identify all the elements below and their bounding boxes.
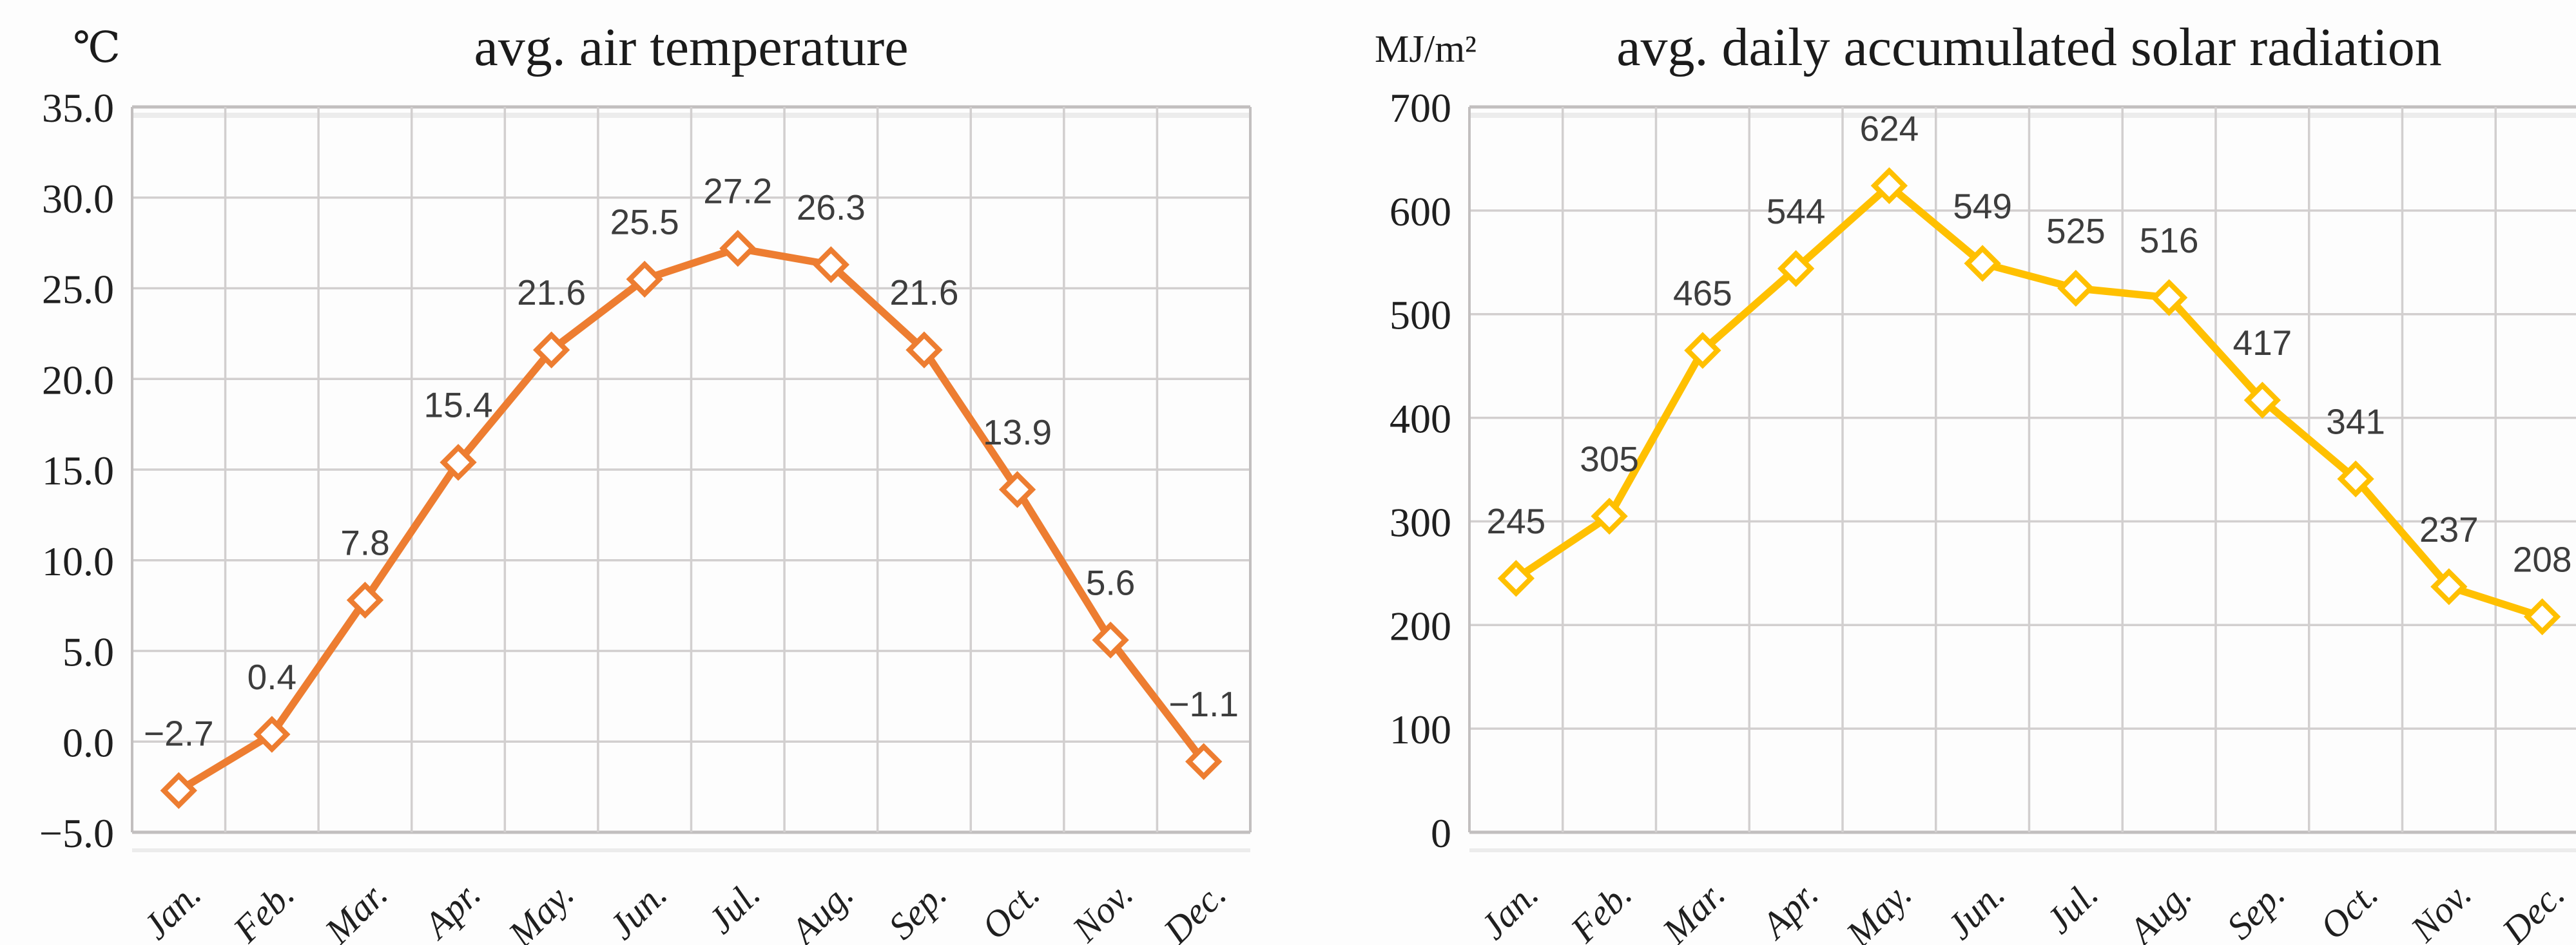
data-point-label: −1.1	[1168, 684, 1239, 724]
data-point-marker	[2430, 568, 2468, 606]
radiation-chart-panel: MJ/m² avg. daily accumulated solar radia…	[1314, 10, 2576, 945]
data-point-label: 21.6	[889, 272, 958, 312]
temperature-chart-title: avg. air temperature	[474, 17, 909, 77]
data-point-marker	[1684, 332, 1721, 369]
series-line	[1512, 182, 2546, 621]
y-tick-label: 200	[1390, 603, 1451, 649]
data-point-marker	[1185, 743, 1223, 780]
x-tick-label: Sep.	[2218, 873, 2292, 945]
x-tick-label: Jun.	[1939, 873, 2013, 945]
x-tick-label: Feb.	[1562, 873, 1640, 945]
x-tick-label: May.	[499, 873, 582, 945]
data-point-label: 237	[2419, 510, 2479, 549]
data-point-marker	[160, 772, 197, 809]
x-tick-label: Jul.	[2038, 873, 2106, 941]
y-tick-label: 100	[1390, 707, 1451, 752]
x-tick-label: Apr.	[1752, 873, 1826, 945]
data-point-label: 549	[1953, 186, 2012, 226]
data-point-label: 465	[1673, 273, 1732, 313]
series-line	[175, 244, 1208, 795]
data-point-marker	[253, 716, 291, 753]
data-point-label: 208	[2513, 539, 2572, 579]
data-point-marker	[2150, 279, 2188, 316]
data-point-marker	[626, 260, 663, 298]
data-point-label: 5.6	[1086, 563, 1135, 603]
x-tick-label: Nov.	[2402, 873, 2479, 945]
x-tick-label: Jul.	[700, 873, 768, 941]
data-point-label: 0.4	[247, 657, 296, 697]
data-point-label: 27.2	[703, 171, 772, 211]
data-point-marker	[1497, 560, 1535, 597]
data-point-label: 13.9	[983, 412, 1052, 452]
data-point-label: 245	[1486, 501, 1545, 541]
data-point-marker	[719, 229, 757, 267]
y-tick-label: 400	[1390, 396, 1451, 442]
data-point-marker	[1777, 250, 1815, 287]
mj-per-m2-unit-label: MJ/m²	[1374, 28, 1477, 70]
data-point-label: 7.8	[340, 523, 389, 563]
data-point-label: 544	[1767, 191, 1826, 231]
y-tick-label: 15.0	[42, 448, 114, 493]
data-point-marker	[1870, 167, 1908, 204]
data-point-label: 624	[1859, 108, 1919, 148]
x-tick-label: Aug.	[2119, 873, 2200, 945]
data-point-marker	[1092, 621, 1129, 659]
data-point-marker	[2523, 598, 2561, 636]
data-point-label: 21.6	[517, 272, 586, 312]
data-point-label: 525	[2046, 211, 2106, 251]
data-point-label: 305	[1580, 439, 1639, 479]
celsius-unit-label: ℃	[73, 24, 121, 72]
y-tick-label: 600	[1390, 189, 1451, 234]
y-tick-label: 0	[1431, 810, 1451, 856]
x-tick-label: Jan.	[135, 873, 209, 945]
x-tick-label: Apr.	[414, 873, 489, 945]
x-tick-label: Aug.	[780, 873, 861, 945]
x-tick-label: Mar.	[1654, 873, 1733, 945]
temperature-line-chart: 35.0 30.0 25.0 20.0 15.0 10.0 5.0 0.0 −5.0 Jan. Fe…	[39, 85, 1252, 945]
data-point-marker	[905, 331, 943, 368]
x-tick-label: Jun.	[601, 873, 675, 945]
y-tick-label: 5.0	[63, 629, 114, 675]
y-tick-label: 10.0	[42, 539, 114, 584]
data-point-marker	[2057, 269, 2095, 307]
x-tick-label: Dec.	[1155, 873, 1234, 945]
y-tick-label: −5.0	[39, 810, 114, 856]
y-tick-label: 35.0	[42, 85, 114, 131]
data-point-marker	[998, 471, 1036, 508]
temperature-chart-panel: ℃ avg. air temperature 35.0 30.0 25.0 20.0 1…	[26, 10, 1313, 945]
x-tick-label: Nov.	[1063, 873, 1141, 945]
data-point-label: 341	[2326, 401, 2385, 441]
y-tick-label: 25.0	[42, 267, 114, 312]
data-point-marker	[346, 582, 384, 619]
data-point-marker	[2243, 381, 2281, 419]
data-point-marker	[812, 246, 850, 283]
x-tick-label: Sep.	[880, 873, 954, 945]
x-tick-label: Mar.	[316, 873, 396, 945]
data-point-label: 417	[2232, 323, 2292, 363]
x-tick-label: Feb.	[224, 873, 302, 945]
data-point-marker	[1964, 245, 2001, 282]
radiation-chart-title: avg. daily accumulated solar radiation	[1616, 17, 2442, 77]
data-point-label: 15.4	[424, 385, 493, 425]
x-tick-label: Oct.	[2312, 873, 2386, 945]
data-point-marker	[532, 331, 570, 368]
data-point-label: −2.7	[144, 713, 214, 753]
data-point-label: 516	[2140, 220, 2199, 260]
y-tick-label: 300	[1390, 499, 1451, 545]
data-point-label: 25.5	[610, 202, 679, 242]
y-tick-label: 20.0	[42, 357, 114, 403]
x-tick-label: Oct.	[973, 873, 1047, 945]
x-tick-label: May.	[1837, 873, 1920, 945]
y-tick-label: 30.0	[42, 176, 114, 222]
data-point-marker	[440, 444, 477, 481]
x-tick-label: Dec.	[2494, 873, 2573, 945]
data-point-label: 26.3	[797, 187, 866, 227]
radiation-line-chart: 700 600 500 400 300 200 100 0 Jan. Feb. Mar. Apr. Ma…	[1390, 85, 2576, 945]
x-tick-label: Jan.	[1472, 873, 1546, 945]
y-tick-label: 500	[1390, 292, 1451, 338]
y-tick-label: 0.0	[63, 720, 114, 765]
data-point-marker	[1591, 497, 1628, 535]
data-point-marker	[2337, 460, 2374, 498]
y-tick-label: 700	[1390, 85, 1451, 131]
